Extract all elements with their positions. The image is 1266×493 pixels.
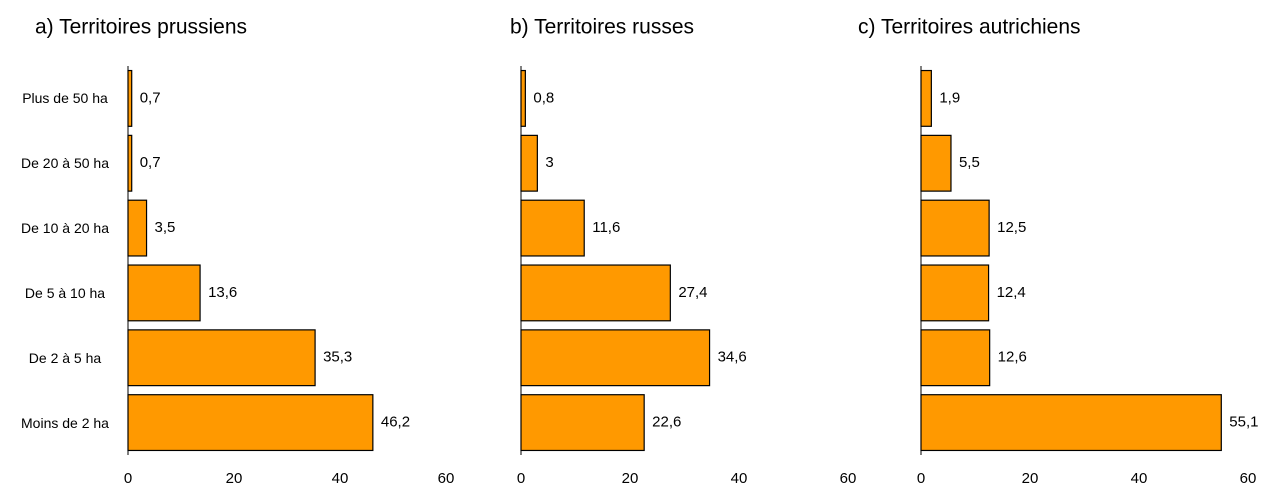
value-label: 0,7 (140, 89, 161, 106)
value-label: 46,2 (381, 414, 410, 431)
value-label: 22,6 (652, 414, 681, 431)
x-tick-label: 20 (1022, 470, 1039, 487)
value-label: 3 (545, 154, 553, 171)
category-label: Plus de 50 ha (22, 90, 108, 107)
x-tick-label: 0 (124, 470, 132, 487)
bar (920, 199, 990, 257)
category-label: Moins de 2 ha (21, 414, 109, 431)
chart-title: b) Territoires russes (510, 16, 694, 39)
bar (520, 69, 526, 127)
bar (127, 264, 201, 322)
category-label: De 10 à 20 ha (21, 220, 109, 237)
bar (127, 394, 374, 452)
value-label: 1,9 (939, 89, 960, 106)
chart-title: c) Territoires autrichiens (858, 16, 1081, 39)
value-label: 0,8 (533, 89, 554, 106)
bar (127, 329, 316, 387)
value-label: 5,5 (959, 154, 980, 171)
category-label: De 5 à 10 ha (24, 284, 106, 301)
bar (127, 199, 148, 257)
value-label: 12,6 (998, 349, 1027, 366)
category-label: De 2 à 5 ha (28, 349, 102, 366)
bar (520, 264, 671, 322)
x-tick-label: 40 (731, 470, 748, 487)
value-label: 13,6 (208, 284, 237, 301)
value-label: 0,7 (140, 154, 161, 171)
x-tick-label: 40 (332, 470, 349, 487)
x-tick-label: 20 (622, 470, 639, 487)
chart-title: a) Territoires prussiens (35, 16, 247, 39)
x-tick-label: 0 (517, 470, 525, 487)
x-tick-label: 60 (438, 470, 455, 487)
value-label: 12,5 (997, 219, 1026, 236)
x-tick-label: 60 (1240, 470, 1257, 487)
value-label: 11,6 (592, 219, 620, 236)
bar (520, 394, 645, 452)
x-tick-label: 60 (840, 470, 857, 487)
value-label: 12,4 (997, 284, 1026, 301)
value-label: 3,5 (155, 219, 176, 236)
bar (920, 264, 990, 322)
bar (520, 329, 711, 387)
bar (520, 134, 538, 192)
bar (520, 199, 585, 257)
value-label: 35,3 (323, 349, 352, 366)
category-label: De 20 à 50 ha (21, 155, 109, 172)
x-tick-label: 40 (1131, 470, 1148, 487)
value-label: 55,1 (1229, 414, 1258, 431)
bar (920, 329, 991, 387)
value-label: 34,6 (718, 349, 747, 366)
x-tick-label: 20 (226, 470, 243, 487)
bar (920, 394, 1222, 452)
bar (127, 134, 133, 192)
value-label: 27,4 (678, 284, 707, 301)
bar (920, 134, 952, 192)
x-tick-label: 0 (917, 470, 925, 487)
bar (920, 69, 932, 127)
bar (127, 69, 133, 127)
